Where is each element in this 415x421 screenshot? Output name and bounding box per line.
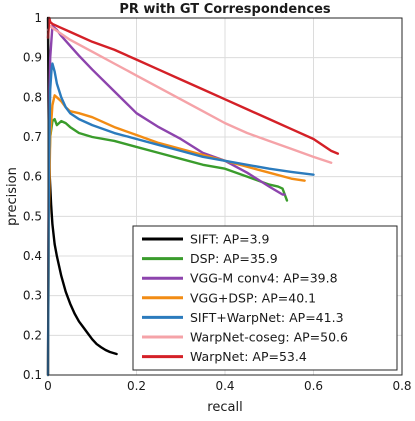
chart-title: PR with GT Correspondences [119, 2, 331, 17]
series-line-2 [46, 117, 289, 377]
x-tick-labels: 0 0.2 0.4 0.6 0.8 [44, 379, 411, 393]
legend-entry-6: WarpNet-coseg: AP=50.6 [190, 330, 348, 345]
series-line-4 [46, 94, 306, 377]
y-tick-label: 0.7 [23, 130, 42, 144]
x-tick-label: 0.2 [127, 379, 146, 393]
legend-entry-2: DSP: AP=35.9 [190, 251, 278, 266]
series-line-1 [46, 16, 118, 356]
y-tick-label: 0.3 [23, 289, 42, 303]
series-line-7 [46, 16, 340, 155]
legend-entry-3: VGG-M conv4: AP=39.8 [190, 271, 338, 286]
series-line-6 [46, 24, 333, 164]
y-tick-label: 0.8 [23, 90, 42, 104]
y-tick-label: 0.1 [23, 368, 42, 382]
plot-frame [47, 17, 403, 376]
x-tick-label: 0 [44, 379, 52, 393]
y-tick-label: 0.9 [23, 51, 42, 65]
y-tick-label: 0.2 [23, 328, 42, 342]
legend-entry-4: VGG+DSP: AP=40.1 [190, 290, 316, 305]
y-tick-label: 0.6 [23, 170, 42, 184]
x-tick-label: 0.4 [215, 379, 234, 393]
y-axis-label: precision [5, 167, 20, 226]
y-tick-label: 0.5 [23, 209, 42, 223]
y-tick-label: 0.4 [23, 249, 42, 263]
y-tick-label: 1 [34, 11, 42, 25]
series-line-5 [46, 62, 315, 377]
x-tick-label: 0.6 [304, 379, 323, 393]
series-line-3 [46, 24, 286, 377]
legend: SIFT: AP=3.9 DSP: AP=35.9 VGG-M conv4: AP=… [132, 225, 398, 371]
legend-entry-7: WarpNet: AP=53.4 [190, 349, 307, 364]
x-axis-label: recall [207, 400, 242, 415]
series-layer [46, 16, 340, 377]
legend-entry-1: SIFT: AP=3.9 [190, 232, 270, 247]
legend-entry-5: SIFT+WarpNet: AP=41.3 [190, 310, 344, 325]
x-tick-label: 0.8 [392, 379, 411, 393]
y-tick-labels: 0.1 0.2 0.3 0.4 0.5 0.6 0.7 0.8 0.9 1 [23, 11, 42, 382]
